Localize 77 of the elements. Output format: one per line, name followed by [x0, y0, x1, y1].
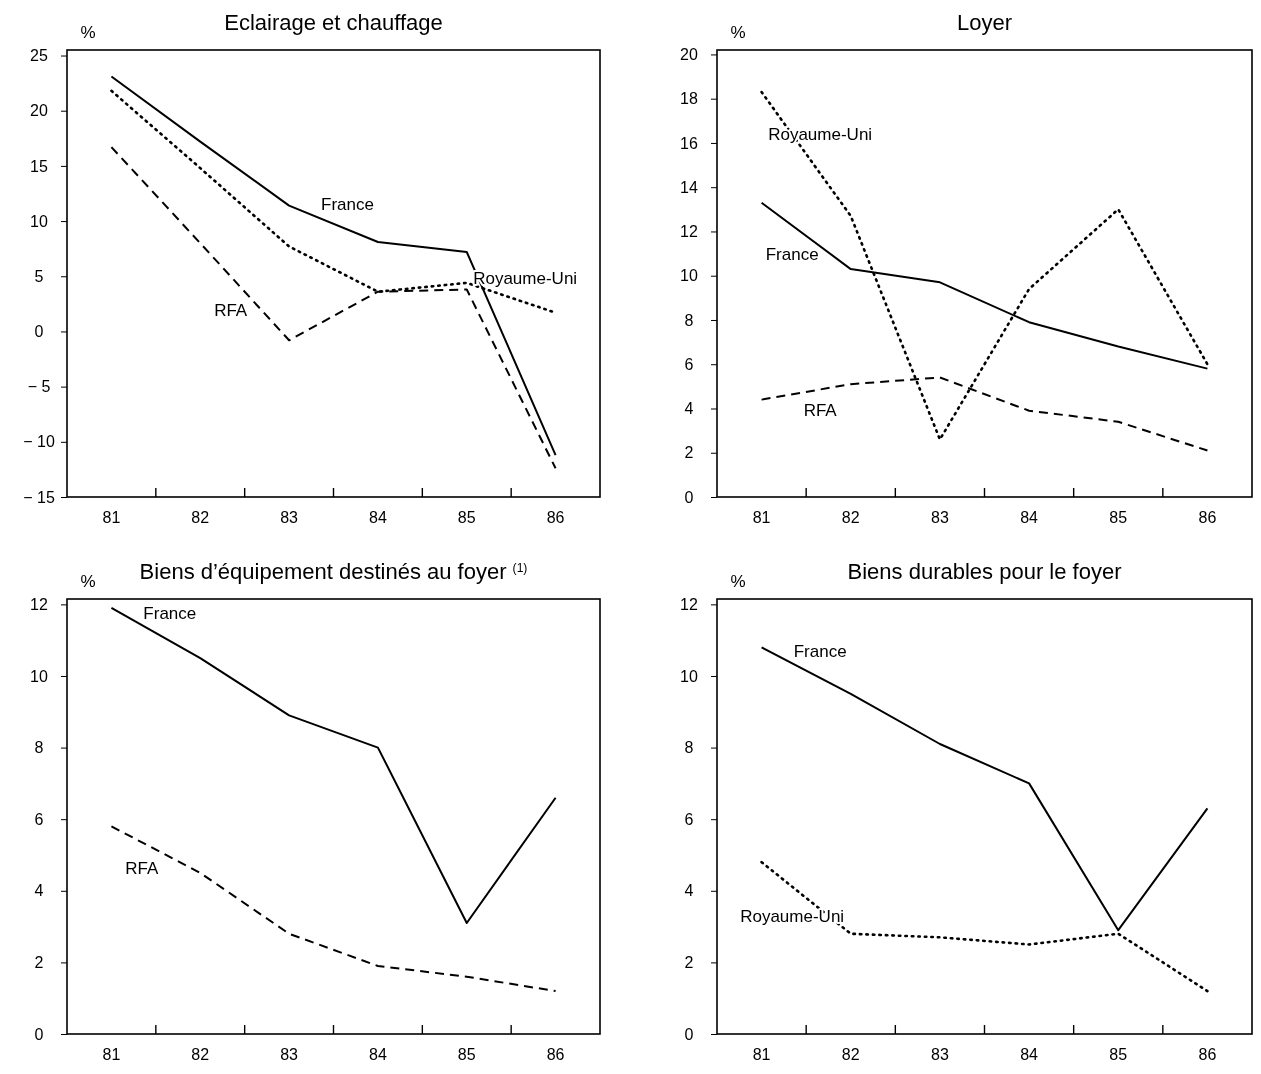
x-tick-label: 81: [102, 1046, 121, 1063]
y-tick-label: 25: [30, 47, 48, 65]
chart-title: Biens durables pour le foyer: [847, 559, 1122, 584]
y-tick-label: 8: [684, 311, 694, 329]
series-label: RFA: [803, 400, 838, 420]
chart-title: Eclairage et chauffage: [224, 10, 443, 35]
y-tick-label: 10: [680, 667, 698, 685]
series-label: France: [793, 641, 847, 661]
series-label: Royaume-Uni: [768, 125, 873, 144]
x-tick-label: 86: [546, 1046, 565, 1063]
y-tick-label: 8: [684, 739, 694, 757]
x-tick-label: 84: [1020, 1046, 1039, 1063]
x-tick-label: 85: [1109, 509, 1128, 526]
y-tick-label: − 5: [27, 378, 51, 396]
x-tick-label: 81: [102, 509, 121, 526]
x-tick-label: 84: [369, 509, 387, 526]
x-tick-label: 81: [752, 1046, 771, 1063]
series-label: RFA: [125, 858, 160, 878]
y-tick-label: 18: [680, 90, 698, 108]
x-tick-label: 85: [457, 1046, 476, 1063]
chart-title: Loyer: [956, 10, 1013, 35]
y-axis-title: %: [730, 572, 746, 591]
chart-title: Biens d’équipement destinés au foyer $^{(1)}$: [139, 559, 528, 584]
y-axis-title: %: [80, 572, 96, 591]
y-tick-label: − 10: [23, 433, 55, 451]
y-tick-label: 20: [30, 102, 48, 120]
x-tick-label: 86: [546, 509, 565, 526]
series-label: France: [321, 194, 374, 214]
line-series: [110, 606, 557, 925]
y-tick-label: 0: [684, 1025, 694, 1043]
y-tick-label: 16: [680, 134, 698, 152]
y-tick-label: 10: [30, 667, 48, 685]
x-tick-label: 85: [457, 509, 476, 526]
y-tick-label: 2: [34, 954, 44, 972]
y-tick-label: 2: [684, 954, 694, 972]
y-tick-label: 4: [34, 882, 44, 900]
x-tick-label: 82: [191, 509, 210, 526]
x-tick-label: 84: [369, 1046, 387, 1063]
x-tick-label: 83: [280, 1046, 299, 1063]
series-label: France: [143, 604, 197, 624]
y-tick-label: 12: [680, 223, 698, 241]
y-tick-label: 6: [684, 810, 694, 828]
y-tick-label: 10: [30, 212, 48, 230]
y-tick-label: 12: [30, 595, 48, 613]
y-tick-label: 0: [684, 488, 694, 506]
series-label: France: [765, 244, 819, 264]
x-tick-label: 85: [1109, 1046, 1128, 1063]
x-tick-label: 82: [841, 509, 860, 526]
y-tick-label: 14: [680, 178, 698, 196]
y-tick-label: − 15: [23, 488, 55, 506]
x-tick-label: 81: [752, 509, 771, 526]
x-tick-label: 83: [931, 1046, 949, 1063]
x-tick-label: 82: [841, 1046, 860, 1063]
line-series: [110, 825, 557, 993]
y-tick-label: 8: [34, 739, 44, 757]
y-tick-label: 2: [684, 444, 694, 462]
y-tick-label: 0: [34, 1025, 44, 1043]
y-tick-label: 15: [30, 157, 48, 175]
y-tick-label: 12: [680, 595, 698, 613]
x-tick-label: 82: [191, 1046, 210, 1063]
x-tick-label: 86: [1198, 1046, 1217, 1063]
y-tick-label: 4: [684, 882, 694, 900]
y-tick-label: 6: [34, 810, 44, 828]
y-tick-label: 5: [34, 267, 44, 285]
x-tick-label: 84: [1020, 509, 1039, 526]
y-tick-label: 6: [684, 355, 694, 373]
y-tick-label: 10: [680, 267, 698, 285]
x-tick-label: 83: [931, 509, 949, 526]
y-tick-label: 0: [34, 323, 44, 341]
series-label: Royaume-Uni: [740, 906, 845, 926]
y-axis-title: %: [730, 23, 746, 42]
series-label: RFA: [214, 300, 248, 320]
y-tick-label: 4: [684, 400, 694, 418]
x-tick-label: 83: [280, 509, 299, 526]
x-tick-label: 86: [1198, 509, 1217, 526]
y-axis-title: %: [80, 23, 96, 42]
y-tick-label: 20: [680, 46, 698, 64]
